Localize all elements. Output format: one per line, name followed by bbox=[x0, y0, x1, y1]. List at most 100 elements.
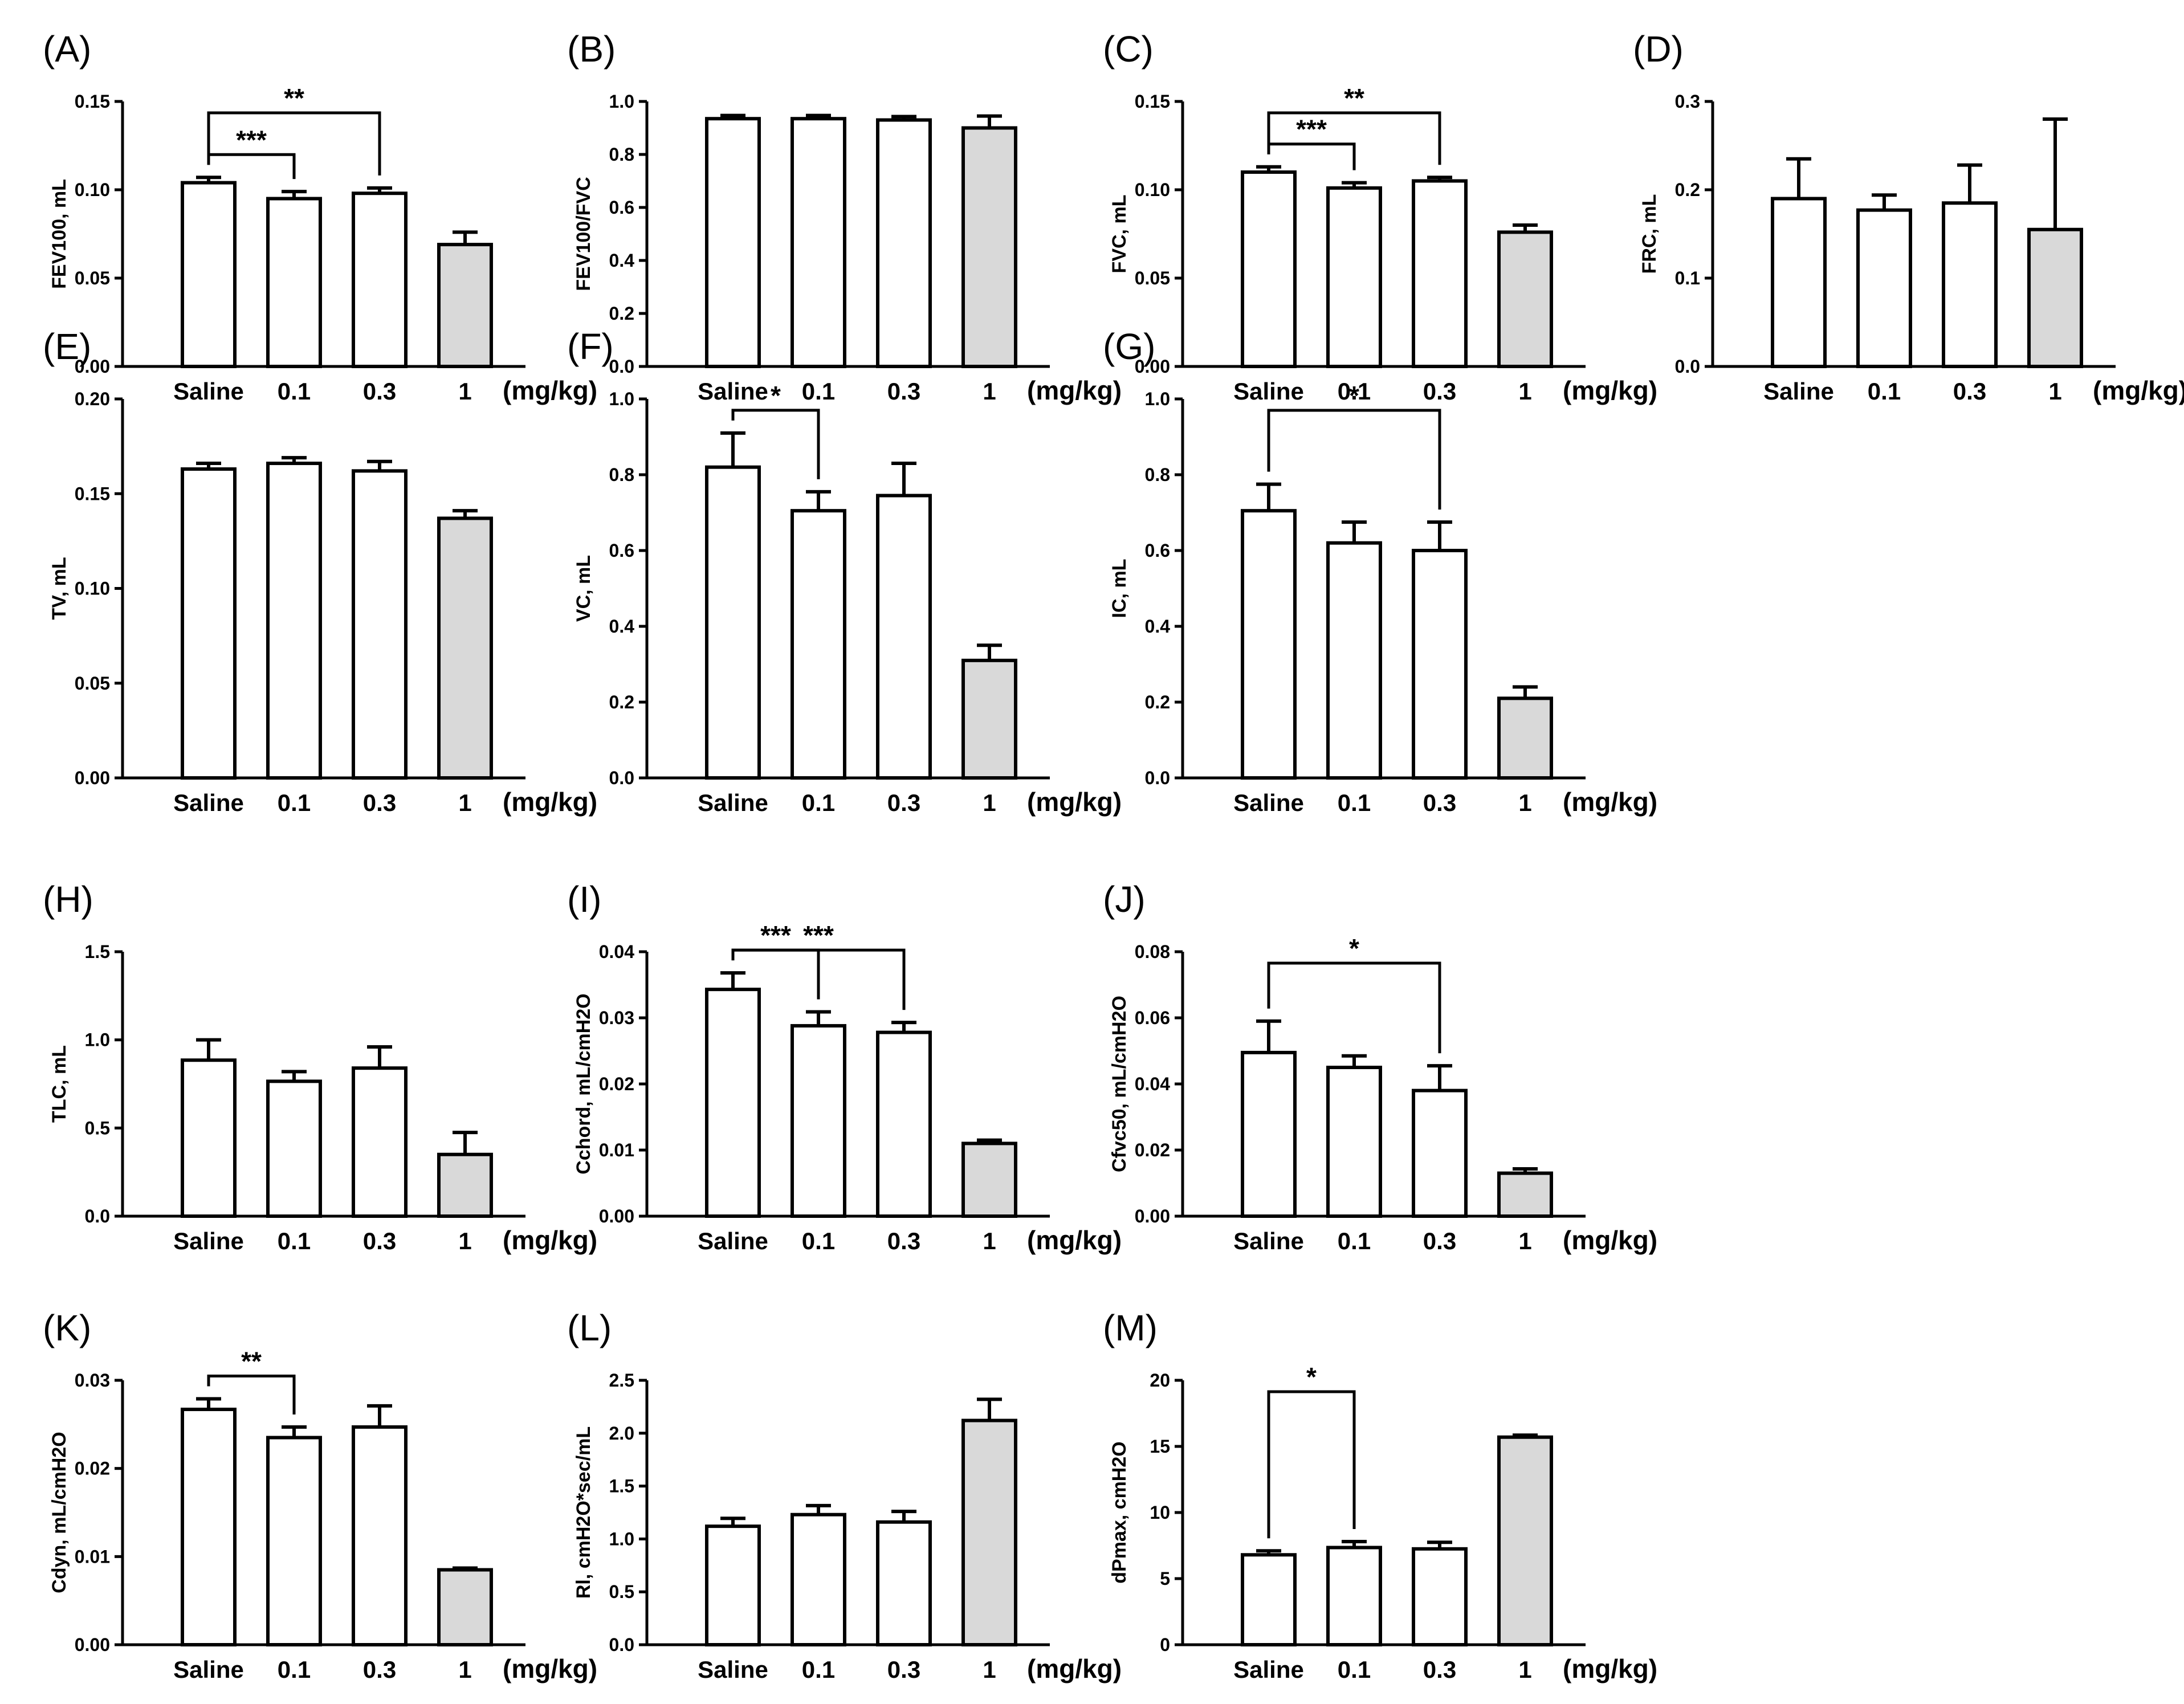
bar bbox=[791, 1513, 846, 1646]
category-label: 0.1 bbox=[802, 789, 835, 816]
category-label: 0.1 bbox=[1868, 378, 1901, 405]
y-axis-label: Cfvc50, mL/cmH2O bbox=[1109, 996, 1130, 1172]
y-tick-label: 0.8 bbox=[609, 464, 634, 485]
significance-bracket bbox=[1267, 409, 1441, 510]
y-tick-label: 0.8 bbox=[1145, 464, 1170, 485]
y-tick-label: 0.2 bbox=[1145, 692, 1170, 712]
bar bbox=[266, 1079, 322, 1218]
panel-M: (M) 0 5 10 15 20 dPmax, cmH2O Saline 0.1 0.3 1 (mg/… bbox=[1103, 1307, 1657, 1683]
significance-label: *** bbox=[760, 920, 791, 950]
panel-label: (I) bbox=[567, 879, 601, 920]
y-axis-label: Rl, cmH2O*sec/mL bbox=[573, 1426, 594, 1599]
unit-label: (mg/kg) bbox=[503, 1654, 597, 1683]
y-tick-label: 0.0 bbox=[1145, 768, 1170, 788]
unit-label: (mg/kg) bbox=[1563, 1225, 1657, 1255]
category-label: 0.1 bbox=[278, 1228, 311, 1254]
category-label: 0.1 bbox=[1338, 378, 1371, 405]
significance-label: *** bbox=[1296, 115, 1327, 144]
y-tick-label: 0.02 bbox=[75, 1458, 110, 1479]
unit-label: (mg/kg) bbox=[1027, 787, 1122, 817]
bar bbox=[1241, 1050, 1297, 1218]
significance-bracket bbox=[1267, 111, 1441, 165]
category-label: Saline bbox=[698, 1228, 768, 1254]
y-tick-label: 0.6 bbox=[1145, 540, 1170, 561]
y-tick-label: 0.4 bbox=[1145, 616, 1171, 637]
bar bbox=[1241, 1553, 1297, 1646]
bar bbox=[181, 467, 237, 780]
bar bbox=[791, 1024, 846, 1218]
panel-label: (A) bbox=[43, 28, 91, 70]
category-label: Saline bbox=[698, 1656, 768, 1683]
category-label: 0.1 bbox=[802, 1228, 835, 1254]
y-tick-label: 0.02 bbox=[1135, 1140, 1170, 1160]
category-label: 1 bbox=[983, 789, 996, 816]
significance-label: ** bbox=[241, 1346, 262, 1376]
panel-K: (K) 0.00 0.01 0.02 0.03 Cdyn, mL/cmH2O Saline 0… bbox=[43, 1307, 597, 1683]
bar bbox=[181, 1058, 237, 1218]
panel-label: (K) bbox=[43, 1307, 91, 1348]
panel-label: (M) bbox=[1103, 1307, 1158, 1348]
bar bbox=[705, 117, 761, 368]
category-label: 1 bbox=[458, 1228, 471, 1254]
bar bbox=[352, 1425, 408, 1647]
y-tick-label: 1.0 bbox=[1145, 389, 1170, 409]
category-label: Saline bbox=[1233, 1228, 1304, 1254]
bar bbox=[876, 1030, 932, 1218]
y-axis-label: VC, mL bbox=[573, 555, 594, 622]
y-tick-label: 0.05 bbox=[1135, 268, 1170, 288]
category-label: Saline bbox=[173, 1228, 244, 1254]
y-tick-label: 0.03 bbox=[599, 1008, 634, 1028]
bar bbox=[1326, 541, 1382, 780]
unit-label: (mg/kg) bbox=[1027, 1654, 1122, 1683]
bar bbox=[791, 509, 846, 780]
y-axis-label: Cchord, mL/cmH2O bbox=[573, 993, 594, 1174]
panel-H: (H) 0.0 0.5 1.0 1.5 TLC, mL Saline 0.1 0.3 1 (mg/k… bbox=[43, 879, 597, 1255]
y-tick-label: 5 bbox=[1160, 1568, 1170, 1589]
category-label: 1 bbox=[983, 1228, 996, 1254]
category-label: 0.3 bbox=[363, 1656, 396, 1683]
panel-label: (J) bbox=[1103, 879, 1146, 920]
panel-label: (C) bbox=[1103, 28, 1154, 70]
bar bbox=[1241, 170, 1297, 368]
category-label: 0.3 bbox=[1953, 378, 1986, 405]
panel-D: (D) 0.0 0.1 0.2 0.3 FRC, mL Saline 0.1 0.3 1 (mg/k… bbox=[1633, 28, 2184, 405]
panel-I: (I) 0.00 0.01 0.02 0.03 0.04 Cchord, mL/cmH2O S… bbox=[567, 879, 1122, 1255]
unit-label: (mg/kg) bbox=[1563, 376, 1657, 405]
category-label: 1 bbox=[458, 378, 471, 405]
y-tick-label: 1.0 bbox=[85, 1030, 110, 1050]
bar bbox=[1326, 1546, 1382, 1646]
panel-label: (G) bbox=[1103, 326, 1155, 367]
y-tick-label: 0.00 bbox=[75, 356, 110, 377]
y-tick-label: 0.0 bbox=[609, 768, 634, 788]
category-label: 0.3 bbox=[363, 378, 396, 405]
y-tick-label: 20 bbox=[1150, 1370, 1170, 1391]
category-label: 0.1 bbox=[1338, 789, 1371, 816]
bar bbox=[266, 197, 322, 368]
category-label: 1 bbox=[2048, 378, 2061, 405]
y-tick-label: 0.6 bbox=[609, 197, 634, 218]
panel-A: (A) 0.00 0.05 0.10 0.15 FEV100, mL Saline 0.1 0.… bbox=[43, 28, 597, 405]
y-tick-label: 1.0 bbox=[609, 389, 634, 409]
category-label: 0.1 bbox=[278, 1656, 311, 1683]
significance-label: *** bbox=[803, 920, 834, 950]
significance-bracket bbox=[1267, 1390, 1356, 1539]
y-tick-label: 0.8 bbox=[609, 144, 634, 165]
bar bbox=[876, 118, 932, 369]
unit-label: (mg/kg) bbox=[2093, 376, 2184, 405]
y-axis-label: Cdyn, mL/cmH2O bbox=[48, 1432, 70, 1593]
bar bbox=[352, 469, 408, 780]
significance-label: ** bbox=[1344, 83, 1364, 113]
category-label: 0.3 bbox=[363, 1228, 396, 1254]
category-label: 0.3 bbox=[363, 789, 396, 816]
y-tick-label: 0.3 bbox=[1675, 91, 1700, 112]
y-tick-label: 2.0 bbox=[609, 1423, 634, 1444]
y-tick-label: 0.0 bbox=[1675, 356, 1700, 377]
y-tick-label: 0.20 bbox=[75, 389, 110, 409]
category-label: 1 bbox=[1518, 1228, 1531, 1254]
category-label: Saline bbox=[1233, 1656, 1304, 1683]
category-label: 0.3 bbox=[1423, 789, 1456, 816]
y-tick-label: 0.2 bbox=[609, 692, 634, 712]
bar bbox=[1412, 549, 1468, 780]
y-axis-label: dPmax, cmH2O bbox=[1109, 1441, 1130, 1583]
